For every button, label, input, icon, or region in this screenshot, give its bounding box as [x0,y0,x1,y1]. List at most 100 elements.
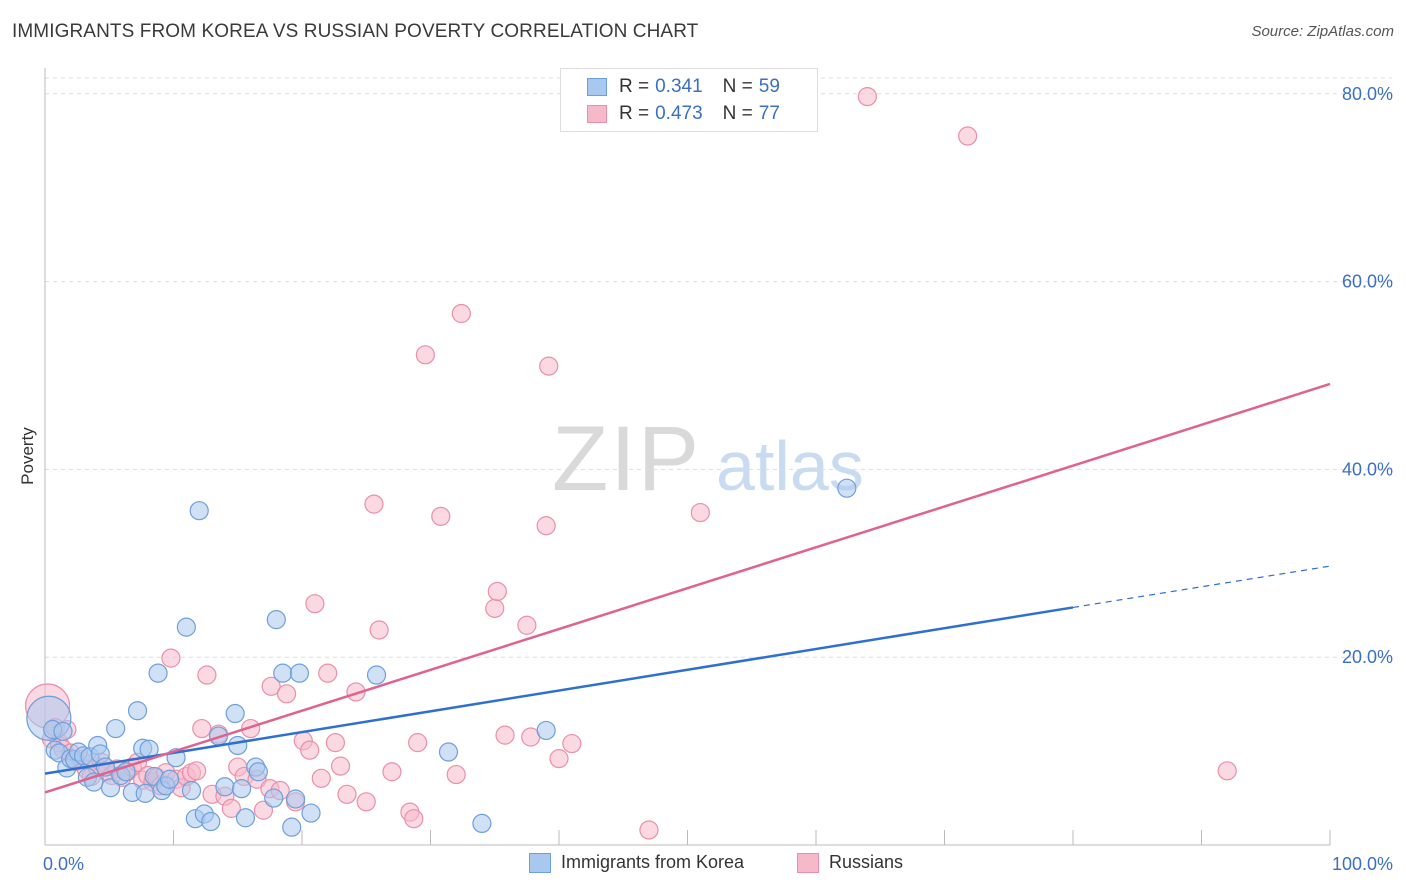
korea-point [837,478,857,498]
korea-point [289,663,310,683]
stats-legend: R = 0.341 N = 59 R = 0.473 N = 77 [560,68,818,132]
korea-point [232,779,252,799]
korea-point [248,762,268,782]
y-tick-label: 40.0% [1342,459,1393,479]
russians-point [408,733,428,753]
russians-point [161,648,181,668]
legend-item-korea[interactable]: Immigrants from Korea [529,852,744,873]
korea-legend-swatch [529,852,551,873]
russians-trend-line [44,382,1331,794]
korea-point [264,788,284,808]
russians-point [1217,761,1237,781]
russians-point [549,749,569,769]
korea-n-value: 59 [758,76,780,97]
korea-point [536,720,556,741]
korea-point [235,808,256,828]
grid-lines [45,77,1392,658]
korea-point [225,703,245,724]
r-label: R = [619,103,650,124]
russians-point [192,718,212,739]
russians-point [485,598,505,618]
watermark: ZIP atlas [552,408,864,510]
x-tick-label: 0.0% [43,854,84,874]
korea-legend-label: Immigrants from Korea [561,852,745,872]
russians-point [431,506,451,526]
korea-point [127,701,148,721]
russians-point [517,615,537,635]
russians-n-value: 77 [758,103,780,124]
tick-labels: 20.0% 40.0% 60.0% 80.0% 0.0% 100.0% [43,84,1393,874]
korea-trend-extension [1072,565,1331,609]
y-tick-label: 60.0% [1342,272,1393,292]
russians-point [958,126,978,146]
russians-point [356,792,376,812]
trend-lines [44,382,1331,794]
russians-point [451,303,471,324]
russians-point [446,764,466,785]
russians-point [536,516,556,536]
korea-points [26,478,857,837]
russians-point [318,663,338,683]
korea-point [181,780,202,801]
r-label: R = [619,76,650,97]
watermark-zip: ZIP [552,408,701,510]
russians-point [495,725,515,745]
russians-r-value: 0.473 [655,103,703,124]
y-tick-label: 80.0% [1342,84,1393,104]
korea-point [282,817,302,837]
russians-point [197,665,217,685]
n-label: N = [722,76,753,97]
russians-point [325,733,346,753]
korea-point [301,803,321,823]
korea-point [176,617,196,637]
legend-row-korea: R = 0.341 N = 59 [587,75,780,99]
russians-point [337,784,357,804]
korea-trend-line [44,606,1074,775]
russians-point [404,809,424,829]
russians-point [857,86,878,107]
korea-point [100,778,121,798]
korea-point [201,811,221,832]
russians-point [639,820,659,840]
y-tick-label: 20.0% [1342,647,1393,667]
russians-point [187,761,207,781]
korea-point [53,721,73,741]
russians-point [369,620,389,640]
korea-point [106,718,126,739]
korea-point [228,735,248,756]
russians-point [562,733,582,754]
russians-point [300,740,320,760]
korea-point [148,663,168,683]
russians-point [330,756,351,776]
russians-point [253,800,274,820]
korea-point [135,783,155,803]
russians-point [261,676,281,696]
russians-legend-swatch [797,852,819,873]
source-note: Source: ZipAtlas.com [1251,23,1394,40]
korea-swatch [587,78,607,96]
n-label: N = [722,103,753,124]
russians-point [311,768,331,788]
korea-point [285,789,306,809]
korea-point [273,663,293,683]
chart-title: IMMIGRANTS FROM KOREA VS RUSSIAN POVERTY… [12,21,699,42]
legend-item-russians[interactable]: Russians [797,852,903,873]
korea-point [160,769,180,789]
russians-point [276,684,297,704]
russians-point [539,356,559,376]
russians-point [305,594,325,614]
x-tick-label: 100.0% [1332,854,1393,874]
korea-point [366,665,387,685]
russians-point [382,762,402,782]
russians-legend-label: Russians [829,852,904,872]
russians-point [241,718,261,739]
russians-swatch [587,105,607,123]
russians-point [690,502,710,523]
series-legend: Immigrants from Korea Russians [0,852,1406,876]
korea-point [266,610,286,630]
legend-row-russians: R = 0.473 N = 77 [587,102,780,126]
korea-point [215,777,235,797]
russians-point [221,798,241,818]
korea-point [189,501,209,521]
